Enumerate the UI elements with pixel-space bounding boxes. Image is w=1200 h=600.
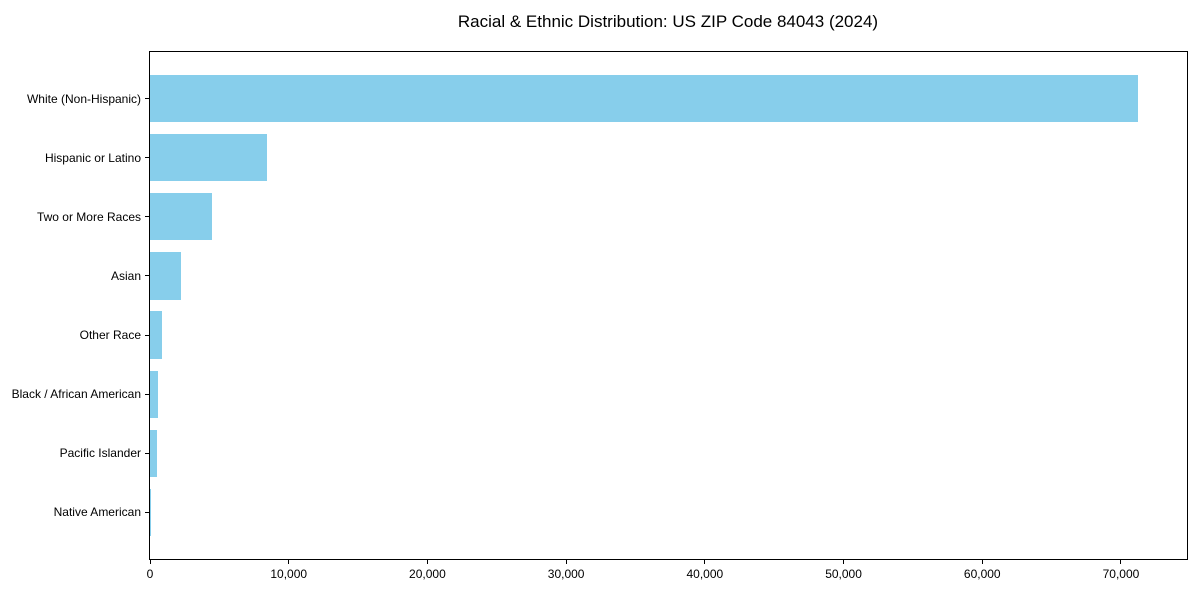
x-tick-label-40000: 40,000 xyxy=(686,567,724,581)
y-tick-label-pacific-islander: Pacific Islander xyxy=(59,446,141,461)
x-tick-mark xyxy=(704,560,706,564)
x-tick-mark xyxy=(426,560,428,564)
bar-black-african-american xyxy=(150,370,159,418)
y-tick-mark xyxy=(145,216,149,218)
y-tick-mark xyxy=(145,157,149,159)
bar-two-or-more-races xyxy=(150,193,212,241)
x-tick-mark xyxy=(288,560,290,564)
bar-native-american xyxy=(150,488,151,536)
y-tick-label-asian: Asian xyxy=(110,268,141,283)
y-tick-mark xyxy=(145,511,149,513)
bar-asian xyxy=(150,252,182,300)
x-tick-mark xyxy=(149,560,151,564)
x-tick-mark xyxy=(1120,560,1122,564)
bar-hispanic-or-latino xyxy=(150,134,268,182)
y-tick-label-hispanic-or-latino: Hispanic or Latino xyxy=(44,150,141,165)
x-tick-label-10000: 10,000 xyxy=(270,567,308,581)
y-tick-mark xyxy=(145,393,149,395)
y-tick-label-black-african-american: Black / African American xyxy=(11,387,141,402)
y-tick-label-native-american: Native American xyxy=(53,505,141,520)
x-tick-mark xyxy=(981,560,983,564)
plot-area: White (Non-Hispanic) Hispanic or Latino Tw… xyxy=(12,51,1188,581)
x-tick-label-20000: 20,000 xyxy=(409,567,446,581)
x-tick-mark xyxy=(843,560,845,564)
y-tick-mark xyxy=(145,98,149,100)
bar-white-non-hispanic xyxy=(150,75,1138,123)
y-tick-label-other-race: Other Race xyxy=(79,328,141,343)
x-tick-label-70000: 70,000 xyxy=(1102,567,1140,581)
chart-title: Racial & Ethnic Distribution: US ZIP Cod… xyxy=(457,12,879,31)
x-tick-label-30000: 30,000 xyxy=(547,567,585,581)
y-tick-mark xyxy=(145,452,149,454)
bar-pacific-islander xyxy=(150,429,157,477)
y-tick-mark xyxy=(145,334,149,336)
y-tick-label-white-non-hispanic: White (Non-Hispanic) xyxy=(26,91,141,106)
bar-other-race xyxy=(150,311,162,359)
x-tick-label-50000: 50,000 xyxy=(825,567,862,581)
x-tick-mark xyxy=(565,560,567,564)
y-tick-label-two-or-more-races: Two or More Races xyxy=(36,209,141,224)
x-tick-label-60000: 60,000 xyxy=(963,567,1001,581)
y-tick-mark xyxy=(145,275,149,277)
x-tick-label-0: 0 xyxy=(146,567,154,581)
